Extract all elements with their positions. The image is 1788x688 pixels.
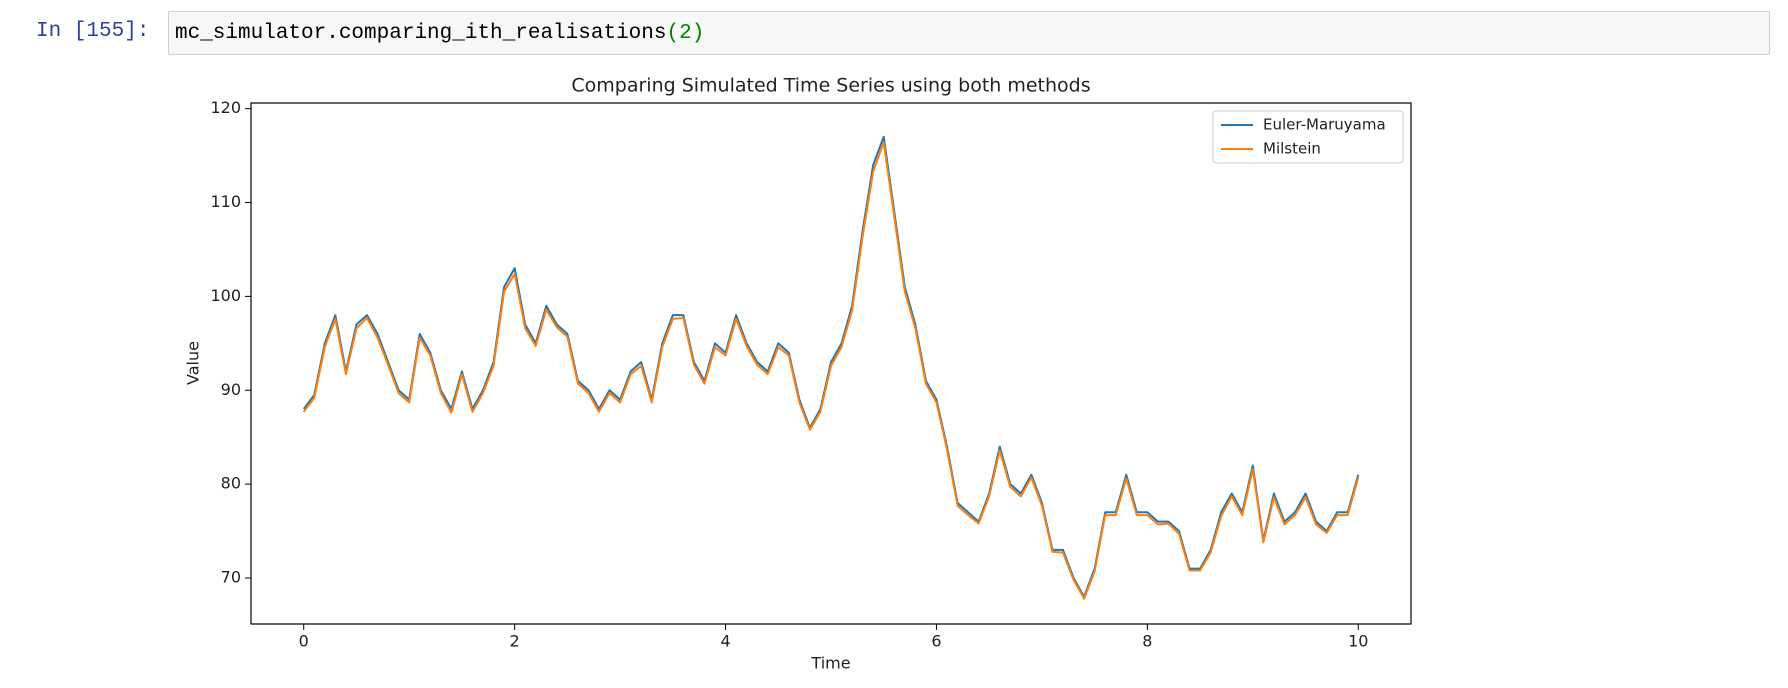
legend-label: Milstein <box>1263 140 1321 158</box>
y-tick-label: 90 <box>221 380 241 399</box>
x-tick-label: 4 <box>720 632 730 651</box>
chart-title: Comparing Simulated Time Series using bo… <box>571 75 1090 97</box>
x-tick-label: 10 <box>1348 632 1368 651</box>
y-axis-label: Value <box>184 341 203 385</box>
code-args: (2) <box>666 22 705 45</box>
legend-label: Euler-Maruyama <box>1263 116 1386 134</box>
y-tick-label: 70 <box>221 568 241 587</box>
x-tick-label: 2 <box>510 632 520 651</box>
cell-prompt: In [155]: <box>36 20 150 43</box>
x-tick-label: 6 <box>931 632 941 651</box>
code-input[interactable]: mc_simulator.comparing_ith_realisations(… <box>168 11 1770 55</box>
plot-frame <box>250 102 1412 625</box>
series-line <box>302 141 1360 600</box>
x-tick-label: 8 <box>1142 632 1152 651</box>
legend-box <box>1212 110 1404 164</box>
y-tick-label: 80 <box>221 474 241 493</box>
y-tick-label: 120 <box>210 98 241 117</box>
x-tick-label: 0 <box>299 632 309 651</box>
x-axis-label: Time <box>810 654 850 673</box>
y-tick-label: 100 <box>210 286 241 305</box>
y-tick-label: 110 <box>210 192 241 211</box>
code-text: mc_simulator.comparing_ith_realisations <box>175 22 667 45</box>
